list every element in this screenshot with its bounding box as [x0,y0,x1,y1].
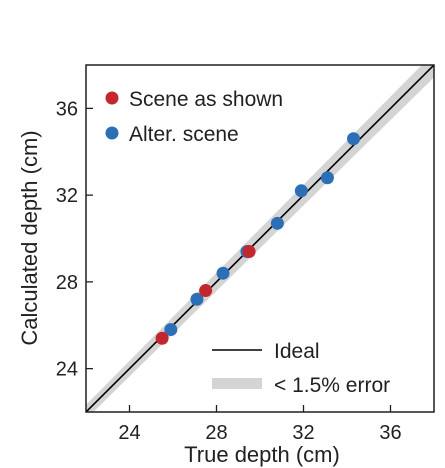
point-alter-scene [190,292,204,306]
legend-label-ideal: Ideal [274,340,320,363]
point-alter-scene [216,266,230,280]
y-tick-label: 36 [56,98,78,120]
legend-label-alter-scene: Alter. scene [129,123,239,146]
x-tick-label: 32 [292,422,314,444]
legend-marker-scene-as-shown [105,91,119,105]
y-tick-label: 32 [56,185,78,207]
data-points-layer [155,132,361,345]
ideal-line-layer [86,65,434,412]
ideal-line [86,65,434,412]
x-ticks: 24 28 32 36 [118,405,402,444]
point-alter-scene [320,171,334,185]
legend-scatter: Scene as shown Alter. scene [105,88,283,146]
x-tick-label: 36 [379,422,401,444]
legend-marker-alter-scene [105,126,119,140]
point-scene-as-shown [242,245,256,259]
x-tick-label: 24 [118,422,140,444]
legend-error-swatch [212,378,262,389]
y-ticks: 24 28 32 36 [56,98,93,381]
legend-label-error: < 1.5% error [274,374,390,397]
plot-frame [85,64,435,413]
point-scene-as-shown [199,284,213,298]
x-tick-label: 28 [205,422,227,444]
point-alter-scene [164,323,178,337]
point-alter-scene [294,184,308,198]
point-scene-as-shown [155,331,169,345]
point-alter-scene [270,216,284,230]
legend-lines: Ideal < 1.5% error [212,340,390,397]
x-axis-title: True depth (cm) [184,442,340,467]
y-axis-title: Calculated depth (cm) [17,130,42,345]
y-tick-label: 24 [56,359,78,381]
point-alter-scene [347,132,361,146]
y-tick-label: 28 [56,272,78,294]
legend-label-scene-as-shown: Scene as shown [129,88,283,111]
